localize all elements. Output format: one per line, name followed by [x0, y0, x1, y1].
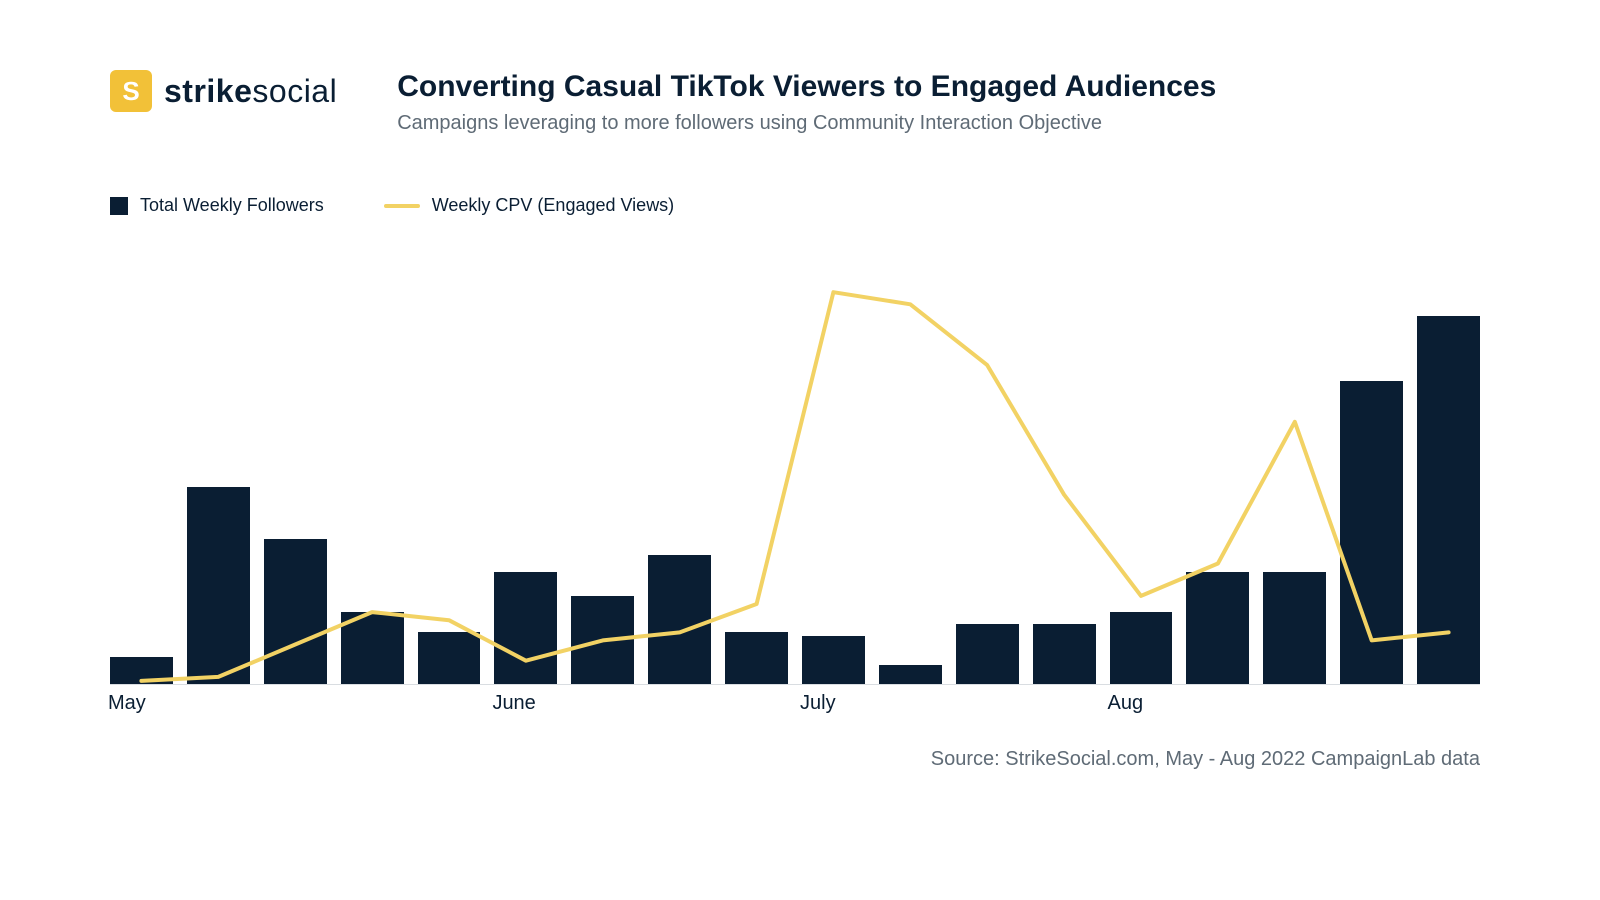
- chart-area: [110, 280, 1480, 685]
- chart-title: Converting Casual TikTok Viewers to Enga…: [397, 70, 1216, 104]
- brand-logo: S strikesocial: [110, 70, 337, 112]
- legend: Total Weekly Followers Weekly CPV (Engag…: [110, 195, 674, 216]
- legend-swatch-bar: [110, 197, 128, 215]
- title-block: Converting Casual TikTok Viewers to Enga…: [397, 70, 1216, 135]
- legend-item-line: Weekly CPV (Engaged Views): [384, 195, 674, 216]
- legend-label-line: Weekly CPV (Engaged Views): [432, 195, 674, 216]
- x-axis-baseline: [110, 684, 1480, 685]
- logo-word-bold: strike: [164, 73, 252, 109]
- line-series: [110, 280, 1480, 685]
- legend-swatch-line: [384, 204, 420, 208]
- x-tick-label: May: [108, 692, 146, 715]
- x-tick-label: Aug: [1108, 692, 1144, 715]
- cpv-line: [141, 292, 1448, 681]
- chart-subtitle: Campaigns leveraging to more followers u…: [397, 112, 1216, 135]
- logo-glyph: S: [122, 76, 139, 107]
- source-caption: Source: StrikeSocial.com, May - Aug 2022…: [931, 748, 1480, 771]
- legend-item-bars: Total Weekly Followers: [110, 195, 324, 216]
- x-tick-label: June: [492, 692, 535, 715]
- logo-icon: S: [110, 70, 152, 112]
- x-tick-label: July: [800, 692, 836, 715]
- legend-label-bars: Total Weekly Followers: [140, 195, 324, 216]
- header: S strikesocial Converting Casual TikTok …: [110, 70, 1216, 135]
- x-axis: May June July Aug: [110, 692, 1480, 722]
- logo-word-light: social: [252, 73, 337, 109]
- logo-wordmark: strikesocial: [164, 73, 337, 110]
